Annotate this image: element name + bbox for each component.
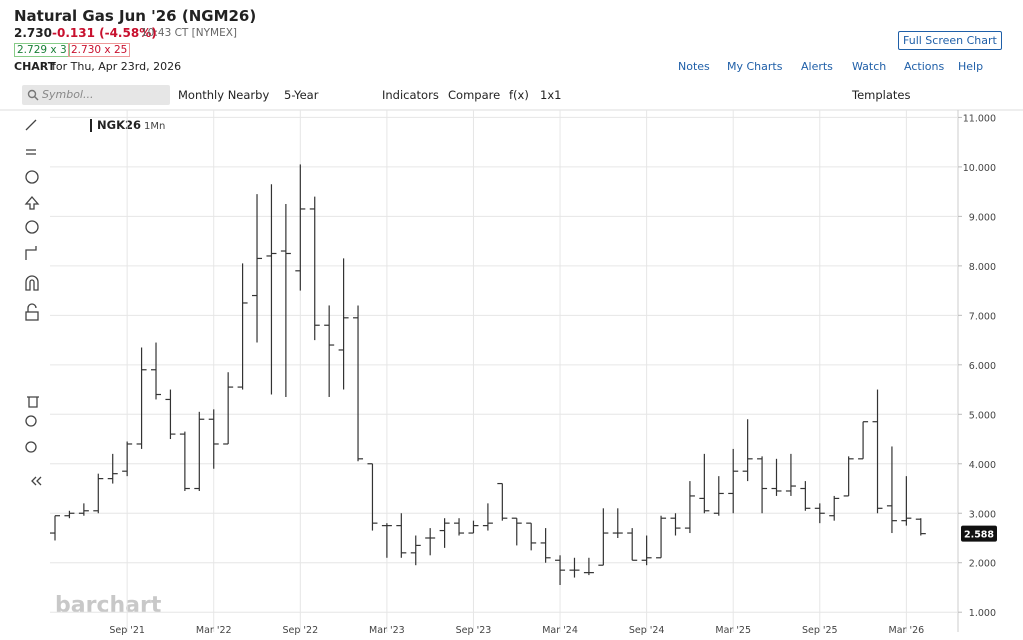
chart-label: CHART (14, 60, 56, 73)
header-link[interactable]: My Charts (727, 60, 783, 73)
y-tick-label: 3.000 (969, 509, 996, 520)
x-tick-label: Sep '25 (802, 625, 838, 636)
templates-button[interactable]: Templates (852, 88, 911, 102)
toolbar-item[interactable]: Monthly Nearby (178, 88, 270, 102)
header-link[interactable]: Actions (904, 60, 945, 73)
symbol-placeholder: Symbol... (42, 88, 94, 101)
header-link[interactable]: Help (958, 60, 984, 73)
y-tick-label: 2.000 (969, 559, 996, 570)
last-value-label: 2.588 (964, 530, 994, 541)
toolbar-item[interactable]: Compare (448, 88, 501, 102)
last-value-box (961, 525, 997, 542)
chart-date: for Thu, Apr 23rd, 2026 (52, 60, 182, 73)
x-tick-label: Mar '24 (542, 625, 578, 636)
header-link[interactable]: Alerts (801, 60, 833, 73)
symbol-search[interactable]: Symbol... (22, 85, 170, 105)
price-change: -0.131 (-4.58%) (52, 26, 157, 40)
header-link[interactable]: Notes (678, 60, 710, 73)
toolbar-item[interactable]: 5-Year (284, 88, 319, 102)
bid: 2.729 x 3 (14, 43, 70, 57)
y-tick-label: 6.000 (969, 361, 996, 372)
quote-time: 10:43 CT [NYMEX] (141, 27, 238, 39)
search-icon (27, 89, 39, 101)
legend-symbol: NGK26 (97, 118, 141, 132)
full-screen-button[interactable]: Full Screen Chart (898, 31, 1002, 50)
x-tick-label: Mar '22 (196, 625, 232, 636)
y-tick-label: 7.000 (969, 311, 996, 322)
y-tick-label: 5.000 (969, 410, 996, 421)
ask: 2.730 x 25 (68, 43, 131, 57)
y-tick-label: 1.000 (969, 608, 996, 619)
y-tick-label: 8.000 (969, 262, 996, 273)
y-tick-label: 4.000 (969, 460, 996, 471)
toolbar-item[interactable]: Indicators (382, 88, 439, 102)
x-tick-label: Mar '26 (889, 625, 925, 636)
y-tick-label: 11.000 (963, 113, 996, 124)
title: Natural Gas Jun '26 (NGM26) (14, 7, 257, 25)
y-tick-label: 10.000 (963, 163, 996, 174)
header-link[interactable]: Watch (852, 60, 887, 73)
watermark: barchart (55, 593, 162, 618)
x-tick-label: Mar '23 (369, 625, 405, 636)
toolbar-item[interactable]: 1x1 (540, 88, 562, 102)
legend-interval: 1Mn (144, 121, 165, 132)
toolbar-item[interactable]: f(x) (509, 88, 529, 102)
drawing-tools (24, 119, 42, 486)
last-price: 2.730 (14, 26, 52, 40)
x-tick-label: Sep '24 (629, 625, 665, 636)
x-tick-label: Sep '23 (456, 625, 492, 636)
y-tick-label: 9.000 (969, 212, 996, 223)
x-tick-label: Mar '25 (715, 625, 751, 636)
x-tick-label: Sep '22 (282, 625, 318, 636)
x-tick-label: Sep '21 (109, 625, 145, 636)
